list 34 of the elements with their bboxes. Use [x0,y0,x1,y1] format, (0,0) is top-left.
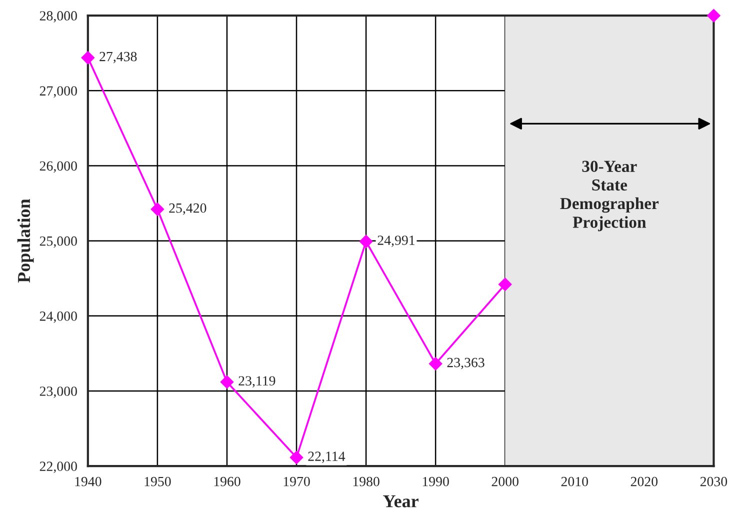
y-tick-label: 23,000 [40,386,77,398]
y-tick-label: 28,000 [40,11,77,23]
data-label: 25,420 [169,203,206,215]
x-tick-label: 1990 [422,476,449,486]
data-label: 23,119 [238,376,276,388]
point [707,8,720,22]
point [150,202,164,216]
x-tick-label: 2000 [492,476,518,486]
x-tick-label: 1960 [214,476,240,486]
data-label: 27,438 [100,52,137,64]
x-tick-label: 2030 [700,476,728,486]
y-tick-label: 24,000 [40,311,77,323]
x-tick-label: 1970 [284,476,310,486]
y-axis-title: Population [17,198,34,283]
y-tick-label: 25,000 [40,236,77,248]
y-tick-label: 26,000 [40,161,77,173]
point [290,450,304,464]
data-label: 24,991 [378,236,415,247]
x-tick-label: 2010 [561,476,588,486]
point [81,51,94,64]
x-tick-label: 1940 [75,476,102,486]
y-tick-label: 22,000 [40,462,77,474]
x-tick-label: 1950 [144,476,171,486]
x-axis-title: Year [383,495,418,508]
y-tick-label: 27,000 [40,86,77,98]
data-label: 23,363 [447,358,484,370]
point [428,357,442,370]
data-label: 22,114 [308,452,346,463]
x-tick-label: 1980 [353,476,380,486]
point [359,234,373,248]
x-tick-label: 2020 [630,476,658,486]
point [498,278,512,291]
band-label: 30-Year State Demographer Projection [560,160,659,232]
point [220,375,234,389]
